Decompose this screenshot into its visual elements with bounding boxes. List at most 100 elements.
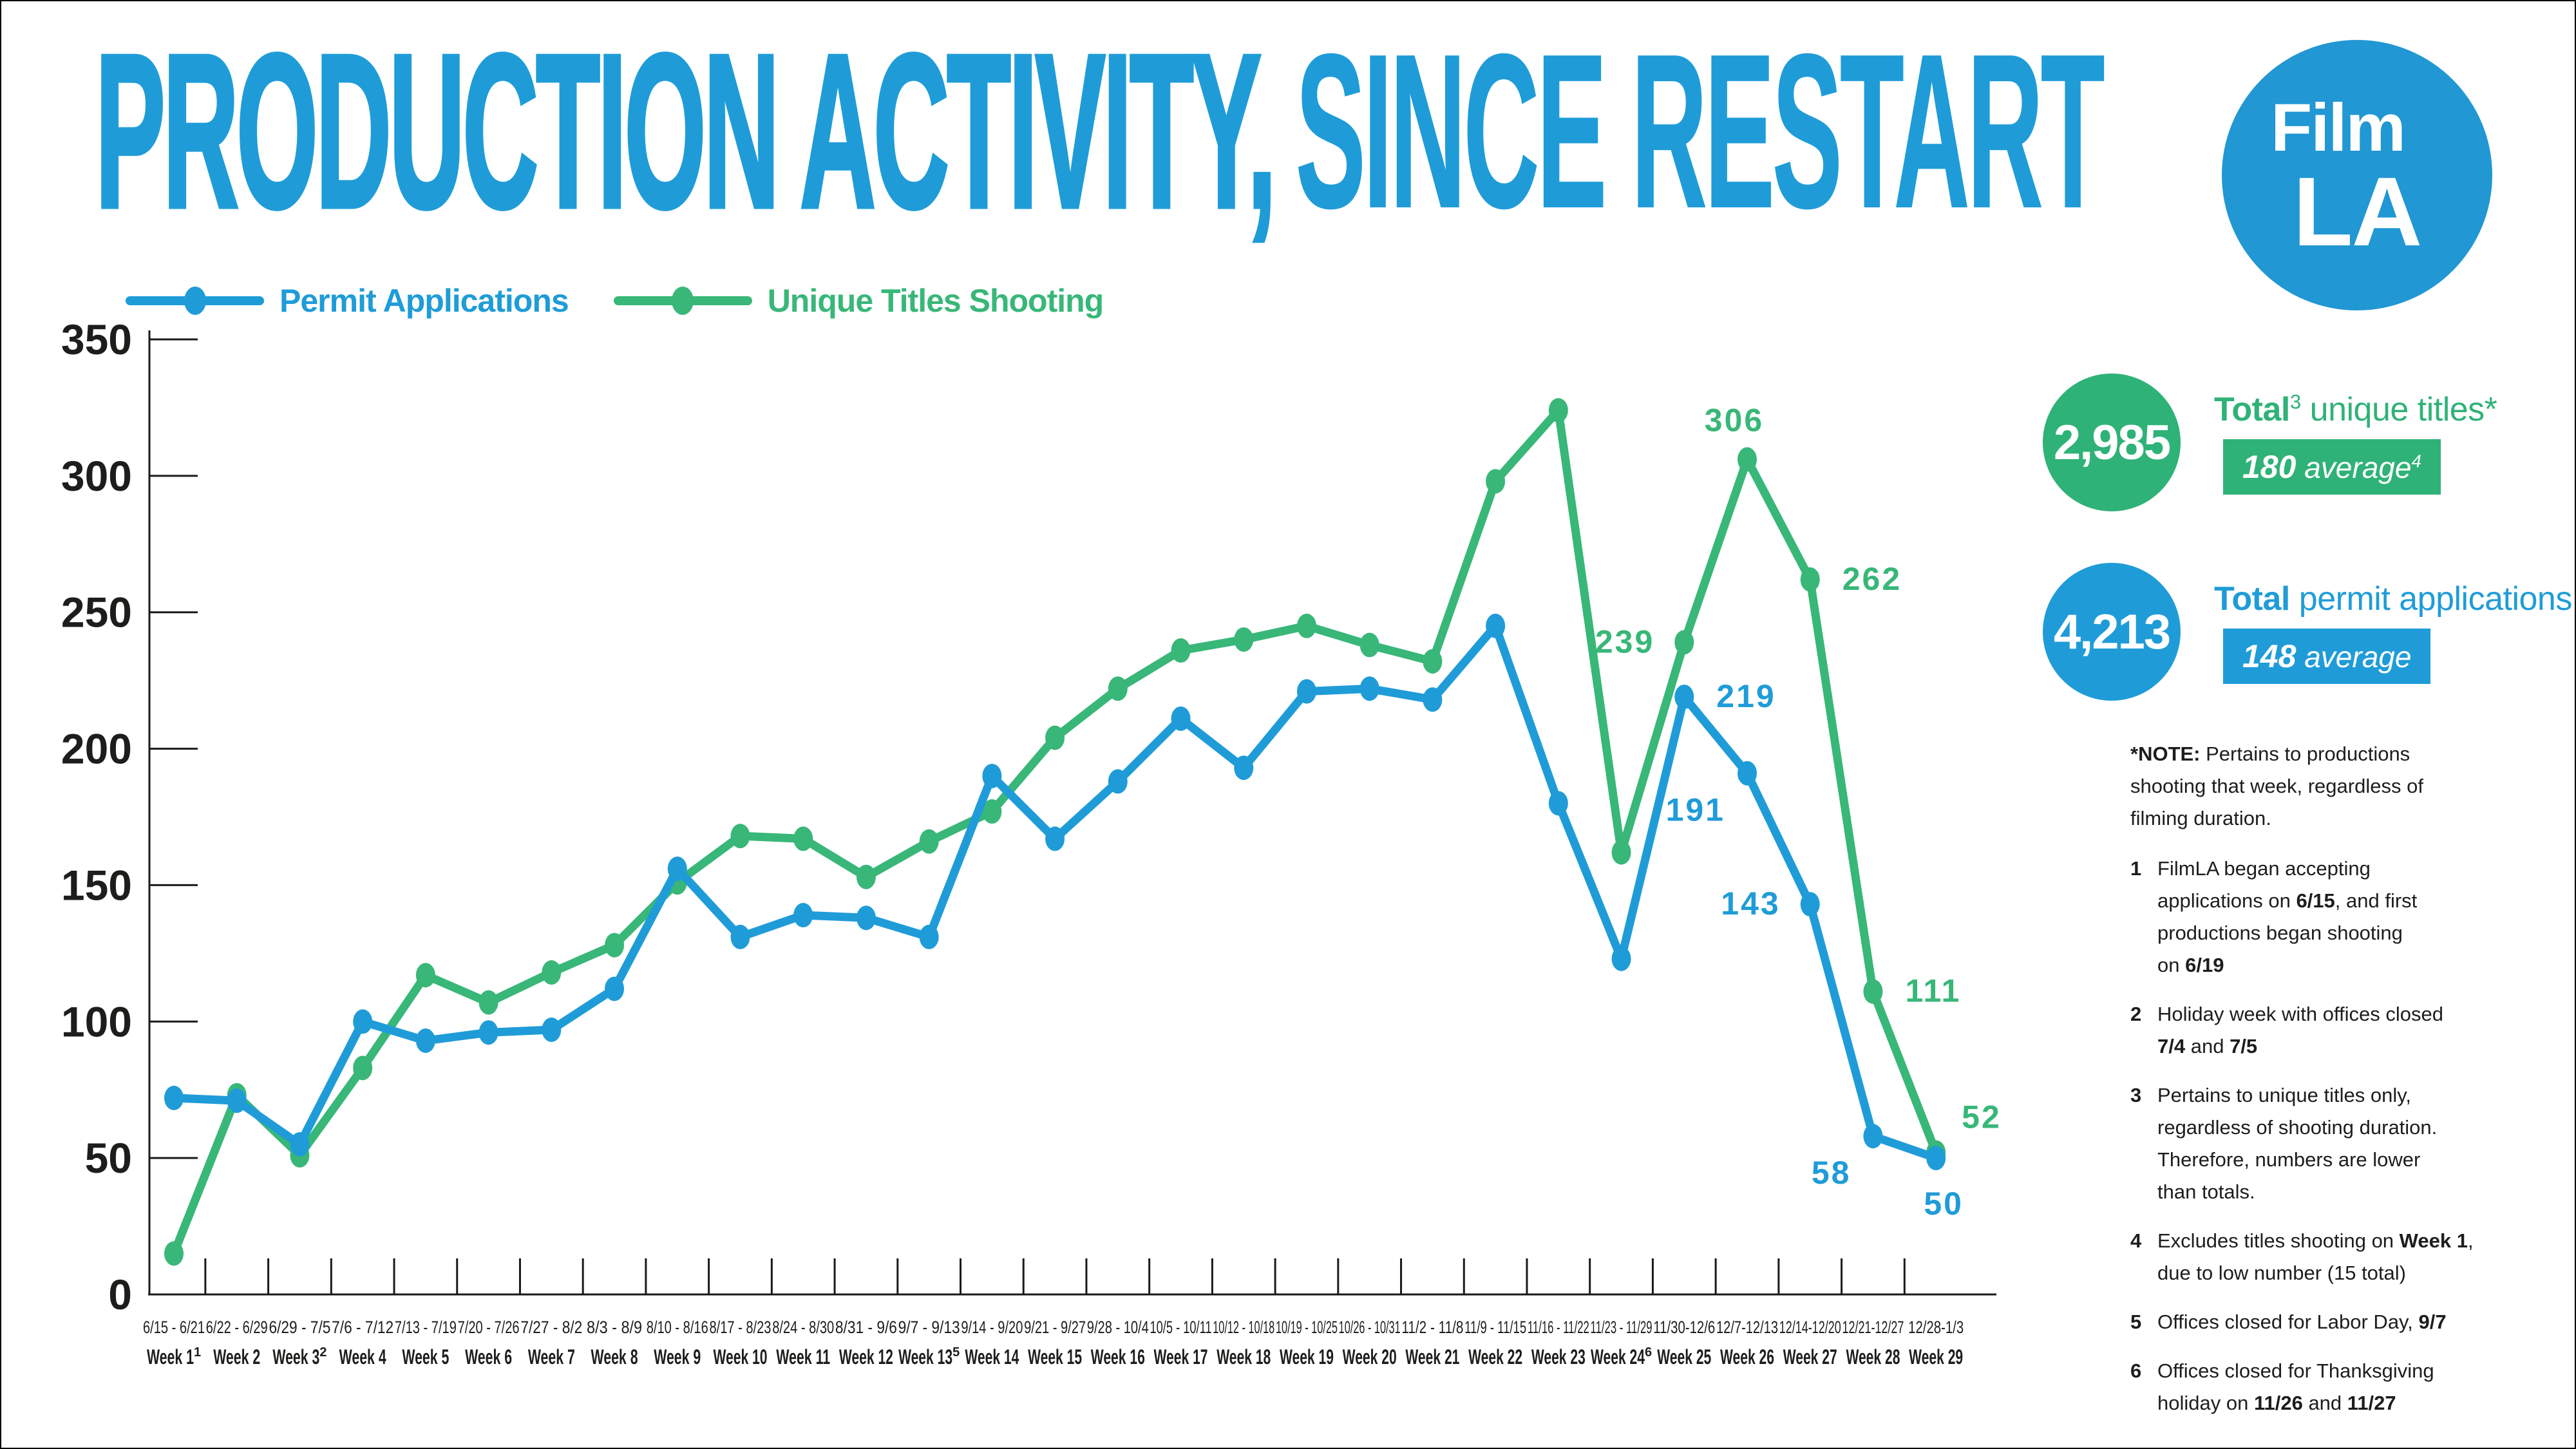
x-axis-week-label: Week 16 [1091, 1345, 1145, 1368]
x-axis-week-label: Week 135 [898, 1345, 960, 1368]
point-value-label: 219 [1716, 678, 1776, 714]
notes-panel: *NOTE: Pertains to productions shooting t… [2130, 738, 2543, 1436]
permit-applications-total-row: 4,213 Total permit applications 148 aver… [2043, 563, 2572, 701]
point-value-label: 52 [1962, 1099, 2002, 1135]
footnote-number: 4 [2130, 1229, 2142, 1252]
data-point-permits-week-25 [1674, 685, 1694, 710]
data-point-permits-week-18 [1234, 755, 1254, 781]
x-axis-week-label: Week 19 [1280, 1345, 1334, 1368]
data-point-titles-week-19 [1296, 613, 1316, 638]
footnote-5: 5 Offices closed for Labor Day, 9/7 [2130, 1306, 2543, 1338]
y-axis-label: 200 [61, 725, 132, 773]
x-axis-date-label: 8/3 - 8/9 [587, 1318, 642, 1337]
data-point-titles-week-24 [1611, 840, 1631, 865]
data-point-titles-week-15 [1045, 725, 1065, 750]
x-axis-date-label: 7/6 - 7/12 [332, 1318, 393, 1337]
point-value-label: 306 [1705, 402, 1764, 438]
x-axis-date-label: 9/28 - 10/4 [1087, 1318, 1149, 1337]
x-axis-week-label: Week 20 [1343, 1345, 1397, 1368]
footnote-6: 6 Offices closed for Thanksgiving holiday … [2130, 1355, 2543, 1419]
footnote-number: 1 [2130, 857, 2142, 880]
x-axis-date-label: 9/14 - 9/20 [961, 1318, 1023, 1337]
data-point-permits-week-21 [1423, 687, 1443, 712]
x-axis-week-label: Week 11 [147, 1345, 201, 1368]
legend-label: Unique Titles Shooting [767, 283, 1104, 319]
data-point-titles-week-21 [1423, 649, 1443, 674]
x-axis-date-label: 6/22 - 6/29 [206, 1318, 268, 1337]
x-axis-date-label: 11/30-12/6 [1653, 1318, 1715, 1337]
data-point-permits-week-23 [1548, 791, 1568, 816]
x-axis-date-label: 7/27 - 8/2 [520, 1318, 582, 1337]
point-value-label: 239 [1595, 623, 1654, 659]
y-axis-label: 50 [85, 1134, 132, 1182]
legend-item-unique-titles-shooting: Unique Titles Shooting [613, 282, 1104, 319]
data-point-permits-week-1 [164, 1085, 184, 1110]
x-axis-week-label: Week 15 [1028, 1345, 1082, 1368]
y-axis-label: 350 [61, 316, 132, 363]
y-axis-label: 300 [61, 452, 132, 500]
data-point-titles-week-11 [793, 826, 813, 851]
x-axis-date-label: 8/31 - 9/6 [835, 1318, 897, 1337]
data-point-titles-week-23 [1548, 398, 1568, 423]
footnote-1: 1 FilmLA began accepting applications on 6… [2130, 853, 2543, 981]
data-point-permits-week-19 [1296, 679, 1316, 704]
x-axis-date-label: 7/13 - 7/19 [395, 1318, 457, 1337]
data-point-titles-week-6 [478, 990, 498, 1015]
data-point-permits-week-11 [793, 903, 813, 928]
x-axis-week-label: Week 26 [1720, 1345, 1774, 1368]
unique-titles-total-label: Total3 unique titles* [2214, 390, 2497, 428]
page-title: PRODUCTION ACTIVITY,SINCE RESTART [94, 20, 2105, 243]
x-axis-week-label: Week 28 [1846, 1345, 1900, 1368]
point-value-label: 143 [1721, 886, 1780, 922]
data-point-permits-week-5 [415, 1028, 435, 1053]
x-axis-week-label: Week 246 [1591, 1345, 1652, 1368]
permit-applications-total-badge: 4,213 [2043, 563, 2181, 701]
series-line-permit-applications [169, 621, 1940, 1162]
x-axis-week-label: Week 18 [1217, 1345, 1271, 1368]
footnote-3: 3 Pertains to unique titles only, regardle… [2130, 1079, 2543, 1208]
x-axis-week-label: Week 7 [528, 1345, 575, 1368]
footnote-number: 6 [2130, 1359, 2142, 1382]
footnote-2: 2 Holiday week with offices closed 7/4 and… [2130, 998, 2543, 1063]
footnote-4: 4 Excludes titles shooting on Week 1, due … [2130, 1225, 2543, 1289]
legend-line-marker-icon [613, 287, 752, 315]
x-axis-date-label: 7/20 - 7/26 [458, 1318, 520, 1337]
data-point-titles-week-17 [1171, 638, 1191, 663]
data-point-permits-week-14 [982, 763, 1002, 788]
x-axis-week-label: Week 10 [713, 1345, 767, 1368]
data-point-permits-week-3 [290, 1132, 310, 1157]
point-value-label: 50 [1924, 1186, 1964, 1222]
data-point-titles-week-7 [542, 960, 562, 985]
data-point-titles-week-18 [1234, 627, 1254, 652]
x-axis-date-label: 8/10 - 8/16 [647, 1318, 708, 1337]
data-point-permits-week-28 [1863, 1124, 1883, 1149]
data-point-titles-week-27 [1800, 567, 1820, 592]
data-point-permits-week-26 [1738, 761, 1757, 786]
x-axis-date-label: 12/21-12/27 [1842, 1318, 1904, 1337]
data-point-permits-week-10 [730, 924, 750, 949]
data-point-titles-week-13 [919, 829, 939, 854]
x-axis-date-label: 12/28-1/3 [1908, 1318, 1964, 1337]
data-point-titles-week-10 [730, 824, 750, 849]
x-axis-week-label: Week 5 [402, 1345, 449, 1368]
x-axis-date-label: 6/29 - 7/5 [269, 1318, 330, 1337]
permit-applications-average-badge: 148 average [2223, 629, 2431, 684]
footnote-number: 5 [2130, 1311, 2142, 1333]
x-axis-date-label: 10/19 - 10/25 [1276, 1318, 1338, 1337]
data-point-permits-week-2 [227, 1088, 247, 1113]
data-point-titles-week-22 [1486, 469, 1506, 494]
data-point-permits-week-6 [478, 1020, 498, 1045]
legend-line-marker-icon [126, 287, 264, 315]
x-axis-week-label: Week 23 [1531, 1345, 1586, 1368]
legend-dot-icon [672, 287, 694, 315]
data-point-permits-week-15 [1045, 826, 1065, 851]
legend-dot-icon [184, 287, 206, 315]
y-axis-label: 0 [108, 1271, 132, 1318]
x-axis-date-label: 8/24 - 8/30 [772, 1318, 834, 1337]
x-axis-week-label: Week 29 [1909, 1345, 1963, 1368]
note-header: *NOTE: Pertains to productions shooting t… [2130, 743, 2423, 829]
data-point-permits-week-9 [667, 857, 687, 882]
data-point-permits-week-22 [1486, 613, 1506, 638]
